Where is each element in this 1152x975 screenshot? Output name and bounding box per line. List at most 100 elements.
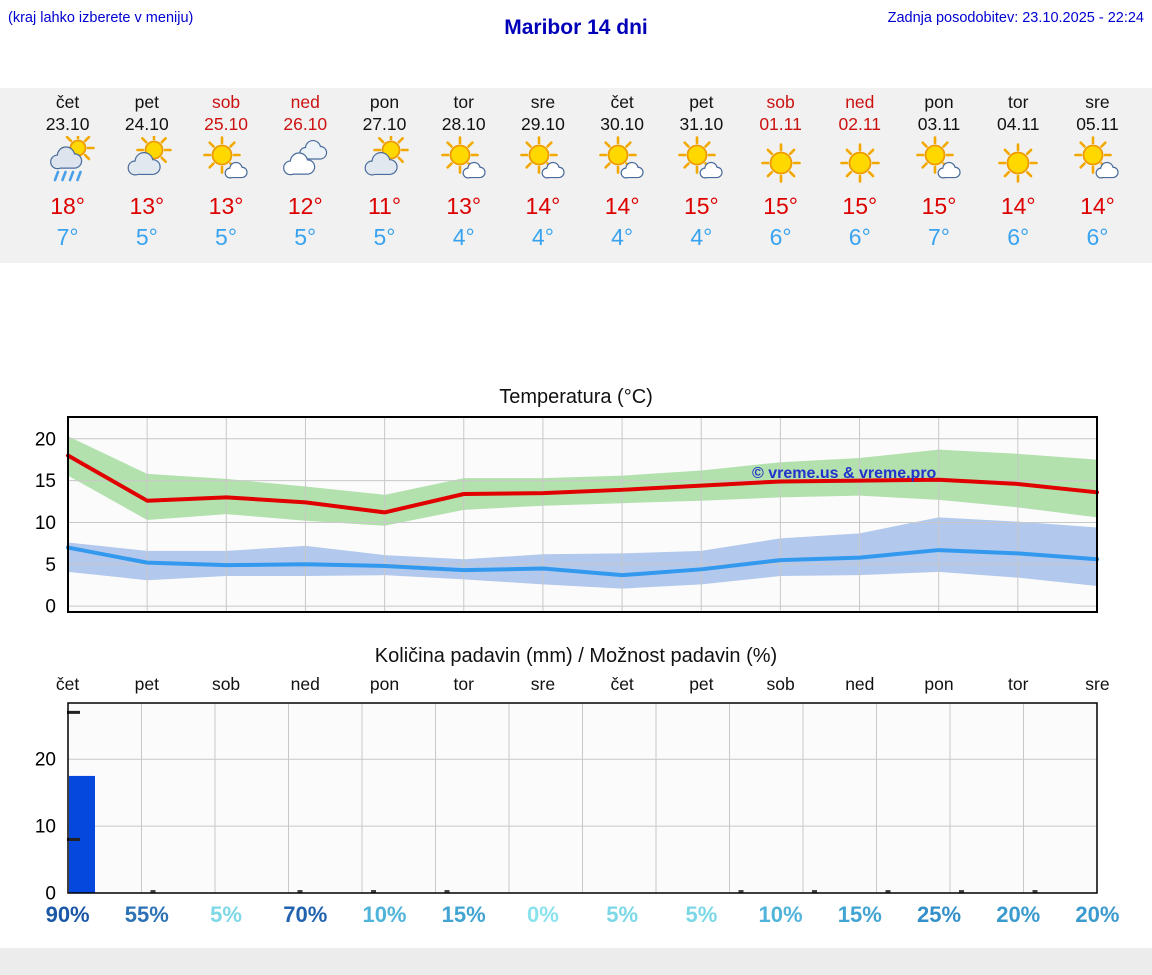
forecast-day: sob 01.11 15° 6° [741,88,820,263]
weather-icon-cloud-sun [345,132,424,192]
day-label: sob [766,674,795,694]
forecast-day: sob 25.10 13° 5° [186,88,265,263]
day-label: sob [211,674,241,694]
sun-cloud-icon [599,136,644,179]
low-temp: 6° [1007,224,1030,250]
day-date: 27.10 [362,114,407,134]
high-temp: 14° [1000,193,1036,219]
rain-sun-icon [49,131,95,182]
day-name: tor [453,92,474,112]
day-label: sre [1085,674,1110,694]
day-date: 23.10 [45,114,90,134]
day-label: pet [689,674,714,694]
weather-icon-sun-cloud [186,136,265,192]
low-temp: 5° [373,224,396,250]
weather-icon-sun-cloud [662,136,741,192]
forecast-strip: čet 23.10 18° 7° pet 24.10 13° 5° sob 25.10 13° 5° n… [0,88,1152,263]
weather-icon-sun-cloud [503,136,582,192]
high-temp: 15° [842,193,878,219]
day-name: sob [766,92,795,112]
bottom-bar [0,948,1152,975]
day-label: ned [290,674,320,694]
precip-probability: 5% [606,902,639,927]
precip-y-axis-label: 0 [45,884,56,901]
forecast-day: čet 23.10 18° 7° [28,88,107,263]
day-name: čet [610,92,634,112]
day-label: sre [530,674,556,694]
day-label: pon [369,674,400,694]
day-name: čet [55,92,80,112]
day-label: tor [1008,674,1029,694]
precip-probability: 90% [45,902,90,927]
precip-probability: 70% [283,902,328,927]
page-title: Maribor 14 dni [504,16,648,39]
low-temp: 5° [294,224,317,250]
precip-probability: 20% [996,902,1041,927]
high-temp: 13° [446,193,482,219]
weather-icon-sun [741,136,820,192]
day-name: ned [290,92,320,112]
day-date: 03.11 [917,114,961,134]
sun-icon [998,143,1039,183]
precip-probability: 55% [124,902,169,927]
weather-icon-sun-cloud [424,136,503,192]
day-date: 05.11 [1076,114,1119,134]
forecast-day: pet 24.10 13° 5° [107,88,186,263]
forecast-day: pon 27.10 11° 5° [345,88,424,263]
forecast-day: sre 05.11 14° 6° [1058,88,1137,263]
low-temp: 7° [928,224,951,250]
high-temp: 12° [287,193,323,219]
sun-cloud-icon [203,136,248,179]
weather-icon-cloud-sun [107,132,186,192]
forecast-day: sre 29.10 14° 4° [503,88,582,263]
sun-cloud-icon [1074,136,1120,179]
forecast-day: čet 30.10 14° 4° [583,88,662,263]
weather-icon-sun [820,136,899,192]
low-temp: 4° [531,224,554,250]
precip-probability: 0% [527,902,559,927]
low-temp: 6° [769,224,792,250]
header-note: (kraj lahko izberete v meniju) [8,10,194,26]
day-date: 25.10 [204,114,248,134]
precip-chart-title: Količina padavin (mm) / Možnost padavin … [374,645,778,667]
low-temp: 4° [611,224,634,250]
day-name: pon [369,92,400,112]
day-name: pet [689,92,714,112]
low-temp: 5° [215,224,238,250]
low-temp: 4° [452,224,475,250]
sun-cloud-icon [520,136,565,179]
day-label: ned [845,674,875,694]
high-temp: 14° [1080,193,1115,219]
day-date: 31.10 [679,114,724,134]
precip-probability: 10% [758,902,803,927]
day-name: sre [1085,92,1110,112]
precip-probability: 15% [441,902,486,927]
day-name: sre [530,92,556,112]
last-updated: Zadnja posodobitev: 23.10.2025 - 22:24 [887,10,1144,26]
sun-cloud-icon [916,136,961,179]
low-temp: 6° [1086,224,1109,250]
precip-probability-row: 90% 55% 5% 70% 10% 15% 0% 5% 5% 10% 15% 25% 20% 20% [0,902,1152,928]
day-label: čet [610,674,634,694]
temp-y-axis-label: 0 [45,597,56,618]
forecast-day: tor 04.11 14° 6° [979,88,1058,263]
temp-y-axis-label: 10 [35,513,56,534]
precipitation-chart: 0 10 20 [35,702,1098,901]
day-name: tor [1008,92,1029,112]
forecast-day: tor 28.10 13° 4° [424,88,503,263]
high-temp: 15° [763,193,798,219]
day-date: 26.10 [283,114,328,134]
weather-icon-sun-cloud [899,136,978,192]
day-label: pon [924,674,954,694]
day-date: 04.11 [996,114,1040,134]
low-temp: 7° [56,224,79,250]
day-date: 28.10 [441,114,486,134]
precip-y-axis-label: 10 [35,817,56,838]
high-temp: 13° [208,193,244,219]
watermark-link[interactable]: © vreme.us & vreme.pro [752,465,937,482]
day-date: 01.11 [759,114,802,134]
precip-probability: 25% [916,902,962,927]
low-temp: 4° [690,224,713,250]
temperature-chart: 0 5 10 15 20 © vreme.us & vreme.pro [35,416,1099,618]
